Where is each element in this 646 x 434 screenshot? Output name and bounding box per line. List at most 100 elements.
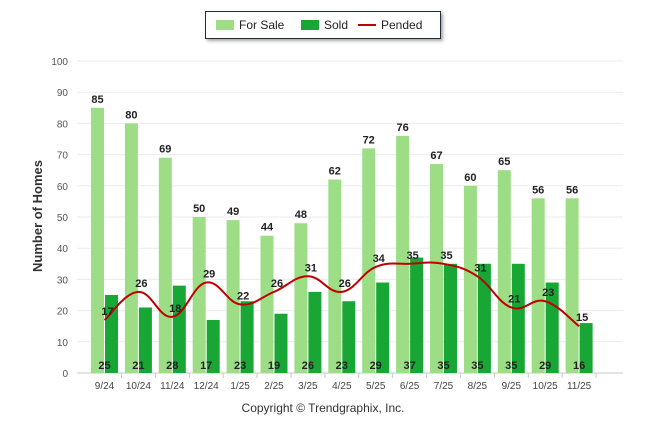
legend-item-for-sale[interactable]: For Sale (216, 12, 284, 38)
bar-for-sale (328, 179, 342, 373)
label-sold: 37 (403, 360, 415, 372)
label-for-sale: 44 (261, 222, 274, 234)
label-sold: 28 (166, 360, 178, 372)
y-tick-label: 90 (57, 88, 69, 99)
label-sold: 29 (370, 360, 382, 372)
label-pended: 29 (203, 269, 215, 281)
label-sold: 16 (573, 360, 585, 372)
label-pended: 26 (135, 278, 147, 290)
label-sold: 26 (302, 360, 314, 372)
y-tick-label: 0 (62, 369, 68, 380)
bars (91, 107, 593, 374)
x-tick-label: 5/25 (366, 381, 386, 392)
label-sold: 23 (234, 360, 246, 372)
label-pended: 15 (576, 312, 588, 324)
label-for-sale: 80 (125, 109, 137, 121)
bar-sold (308, 291, 322, 373)
label-for-sale: 76 (396, 122, 408, 134)
label-pended: 31 (474, 262, 486, 274)
legend-item-pended[interactable]: Pended (358, 12, 422, 38)
label-pended: 35 (406, 250, 418, 262)
bar-for-sale (396, 135, 410, 373)
x-tick-label: 9/25 (502, 381, 522, 392)
bar-for-sale (192, 217, 206, 373)
label-for-sale: 62 (329, 166, 341, 178)
y-tick-label: 80 (57, 119, 69, 130)
y-tick-label: 100 (51, 57, 68, 68)
label-pended: 22 (237, 290, 249, 302)
bar-for-sale (497, 170, 511, 373)
label-for-sale: 67 (430, 150, 442, 162)
label-pended: 35 (440, 250, 452, 262)
legend: For Sale Sold Pended (205, 11, 441, 39)
label-pended: 21 (508, 293, 520, 305)
legend-label-for-sale: For Sale (239, 18, 285, 32)
bar-sold (579, 323, 593, 373)
label-pended: 31 (305, 262, 317, 274)
bar-for-sale (531, 198, 545, 373)
bar-for-sale (91, 107, 104, 374)
bar-sold (172, 285, 186, 373)
bar-sold (511, 263, 525, 373)
label-pended: 23 (542, 287, 554, 299)
bar-sold (342, 301, 356, 373)
x-tick-label: 10/24 (126, 381, 151, 392)
x-tick-label: 6/25 (400, 381, 420, 392)
bar-sold (477, 263, 491, 373)
bar-for-sale (260, 235, 274, 373)
label-pended: 26 (339, 278, 351, 290)
label-for-sale: 60 (464, 172, 476, 184)
legend-label-pended: Pended (381, 18, 423, 32)
bar-for-sale (565, 198, 579, 373)
bar-for-sale (124, 123, 138, 374)
label-sold: 25 (98, 360, 110, 372)
label-for-sale: 65 (498, 156, 510, 168)
label-sold: 19 (268, 360, 280, 372)
label-pended: 18 (169, 303, 181, 315)
x-axis-ticks: 9/24 10/24 11/24 12/24 1/25 2/25 3/25 4/25 5/25 6… (95, 373, 597, 392)
label-for-sale: 48 (295, 209, 307, 221)
label-for-sale: 69 (159, 144, 171, 156)
x-tick-label: 9/24 (95, 381, 115, 392)
bar-sold (444, 263, 457, 373)
label-pended: 17 (101, 306, 113, 318)
x-tick-label: 12/24 (194, 381, 219, 392)
label-sold: 23 (336, 360, 348, 372)
bar-sold (274, 313, 288, 373)
y-tick-label: 50 (57, 213, 69, 224)
y-tick-label: 60 (57, 182, 69, 193)
bar-sold (105, 295, 118, 373)
x-tick-label: 10/25 (533, 381, 558, 392)
label-pended: 26 (271, 278, 283, 290)
bar-for-sale (226, 220, 240, 373)
label-for-sale: 85 (91, 94, 103, 106)
label-sold: 21 (132, 360, 144, 372)
pended-swatch (358, 24, 376, 26)
bar-sold (240, 301, 254, 373)
label-for-sale: 50 (193, 203, 205, 215)
label-sold: 29 (539, 360, 551, 372)
x-tick-label: 8/25 (468, 381, 488, 392)
y-axis-label: Number of Homes (30, 160, 45, 272)
label-sold: 35 (471, 360, 483, 372)
sold-swatch (301, 20, 319, 30)
label-for-sale: 72 (363, 134, 375, 146)
label-for-sale: 56 (532, 184, 544, 196)
for-sale-swatch (216, 20, 234, 30)
bar-sold (206, 319, 220, 373)
copyright-text: Copyright © Trendgraphix, Inc. (241, 401, 405, 415)
y-tick-label: 40 (57, 244, 69, 255)
bar-sold (138, 307, 152, 373)
y-axis-ticks: 0 10 20 30 40 50 60 70 80 90 100 (51, 57, 68, 380)
x-tick-label: 3/25 (298, 381, 318, 392)
bar-for-sale (430, 163, 443, 373)
label-sold: 35 (437, 360, 449, 372)
label-pended: 34 (373, 253, 386, 265)
legend-item-sold[interactable]: Sold (301, 12, 348, 38)
x-tick-label: 11/24 (160, 381, 185, 392)
y-tick-label: 20 (57, 307, 69, 318)
x-tick-label: 4/25 (332, 381, 352, 392)
data-labels: 85 17 25 80 26 21 69 18 28 50 29 17 49 22 23 44 26 19 48 31… (91, 94, 588, 372)
bar-sold (410, 257, 424, 373)
